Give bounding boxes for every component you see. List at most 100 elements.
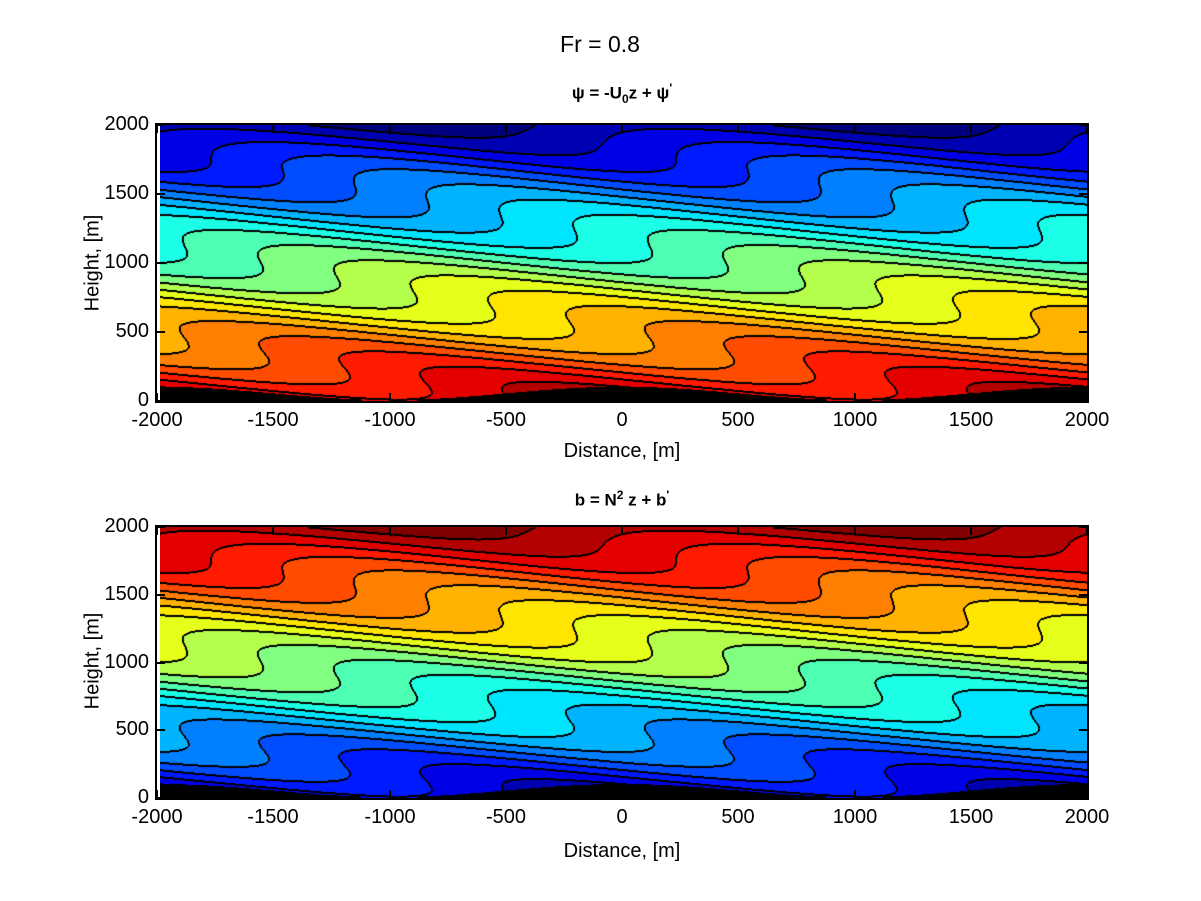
x-tick-label: 0	[616, 409, 628, 431]
x-tick-mark	[156, 125, 158, 133]
x-tick-mark	[621, 527, 623, 535]
y-tick-mark	[157, 331, 165, 333]
x-tick-mark	[156, 527, 158, 535]
buoyancy-contour-plot	[155, 525, 1089, 800]
x-tick-label: 1500	[948, 409, 994, 431]
psi-title-subscript: 0	[621, 92, 629, 107]
psi-title-text: ψ = -U	[571, 83, 622, 103]
y-tick-mark	[157, 262, 165, 264]
x-tick-mark	[621, 790, 623, 798]
x-tick-mark	[621, 393, 623, 401]
y-tick-mark	[1079, 526, 1087, 528]
x-tick-label: 500	[721, 409, 755, 431]
psi-plot-title: ψ = -U0z + ψ'	[572, 81, 672, 106]
x-tick-mark	[505, 790, 507, 798]
psi-title-text2: z + ψ	[628, 83, 670, 103]
x-tick-mark	[272, 125, 274, 133]
x-tick-mark	[505, 125, 507, 133]
x-tick-mark	[970, 125, 972, 133]
x-tick-label: -500	[485, 806, 527, 828]
y-tick-mark	[157, 662, 165, 664]
x-tick-mark	[1086, 790, 1088, 798]
x-tick-label: 2000	[1064, 409, 1110, 431]
x-tick-label: -2000	[131, 409, 183, 431]
y-tick-label: 2000	[104, 113, 150, 136]
xlabel-plot1: Distance, [m]	[563, 440, 681, 462]
y-tick-mark	[157, 797, 165, 799]
x-tick-label: 1000	[832, 409, 878, 431]
x-tick-mark	[389, 393, 391, 401]
y-tick-mark	[157, 729, 165, 731]
b-title-text2: z + b	[623, 490, 667, 510]
x-tick-mark	[854, 790, 856, 798]
psi-contour-plot	[155, 123, 1089, 403]
x-tick-mark	[1086, 125, 1088, 133]
x-tick-mark	[970, 790, 972, 798]
y-tick-mark	[1079, 124, 1087, 126]
x-tick-label: -1500	[247, 806, 299, 828]
y-tick-label: 0	[137, 786, 149, 809]
x-tick-mark	[156, 790, 158, 798]
y-tick-label: 2000	[104, 515, 150, 538]
xlabel-plot2: Distance, [m]	[563, 840, 681, 862]
x-tick-label: -500	[485, 409, 527, 431]
x-tick-label: 1500	[948, 806, 994, 828]
x-tick-mark	[854, 527, 856, 535]
x-tick-label: 0	[616, 806, 628, 828]
psi-title-prime: '	[669, 81, 673, 95]
x-tick-mark	[621, 125, 623, 133]
x-tick-mark	[272, 393, 274, 401]
x-tick-mark	[737, 790, 739, 798]
x-tick-mark	[389, 790, 391, 798]
x-tick-label: -1000	[364, 806, 416, 828]
b-plot-title: b = N2 z + b'	[575, 488, 670, 511]
y-tick-label: 1000	[104, 251, 150, 274]
b-title-text: b = N	[574, 490, 617, 510]
y-tick-mark	[1079, 400, 1087, 402]
x-tick-mark	[737, 125, 739, 133]
y-tick-label: 0	[137, 389, 149, 412]
y-tick-label: 500	[115, 718, 149, 741]
y-tick-label: 1500	[104, 182, 150, 205]
y-tick-mark	[157, 124, 165, 126]
x-tick-label: 1000	[832, 806, 878, 828]
x-tick-label: -2000	[131, 806, 183, 828]
x-tick-label: -1000	[364, 409, 416, 431]
psi-contour-canvas	[160, 125, 1087, 401]
x-tick-mark	[505, 527, 507, 535]
x-tick-mark	[1086, 527, 1088, 535]
b-title-prime: '	[666, 488, 670, 502]
y-tick-label: 500	[115, 320, 149, 343]
x-tick-mark	[156, 393, 158, 401]
x-tick-mark	[505, 393, 507, 401]
x-tick-mark	[854, 125, 856, 133]
x-tick-label: 2000	[1064, 806, 1110, 828]
y-tick-mark	[1079, 662, 1087, 664]
y-tick-label: 1500	[104, 583, 150, 606]
y-tick-mark	[1079, 797, 1087, 799]
y-tick-mark	[157, 526, 165, 528]
x-tick-mark	[389, 125, 391, 133]
y-tick-mark	[157, 193, 165, 195]
y-tick-mark	[1079, 193, 1087, 195]
y-tick-mark	[157, 594, 165, 596]
buoyancy-contour-canvas	[160, 527, 1087, 798]
y-tick-mark	[1079, 729, 1087, 731]
y-tick-mark	[1079, 594, 1087, 596]
y-tick-label: 1000	[104, 651, 150, 674]
x-tick-label: -1500	[247, 409, 299, 431]
b-title-superscript: 2	[616, 488, 624, 502]
x-tick-mark	[389, 527, 391, 535]
x-tick-mark	[970, 527, 972, 535]
y-tick-mark	[1079, 331, 1087, 333]
x-tick-mark	[272, 527, 274, 535]
y-tick-mark	[157, 400, 165, 402]
x-tick-mark	[970, 393, 972, 401]
x-tick-mark	[737, 527, 739, 535]
y-tick-mark	[1079, 262, 1087, 264]
x-tick-label: 500	[721, 806, 755, 828]
x-tick-mark	[854, 393, 856, 401]
x-tick-mark	[737, 393, 739, 401]
x-tick-mark	[272, 790, 274, 798]
